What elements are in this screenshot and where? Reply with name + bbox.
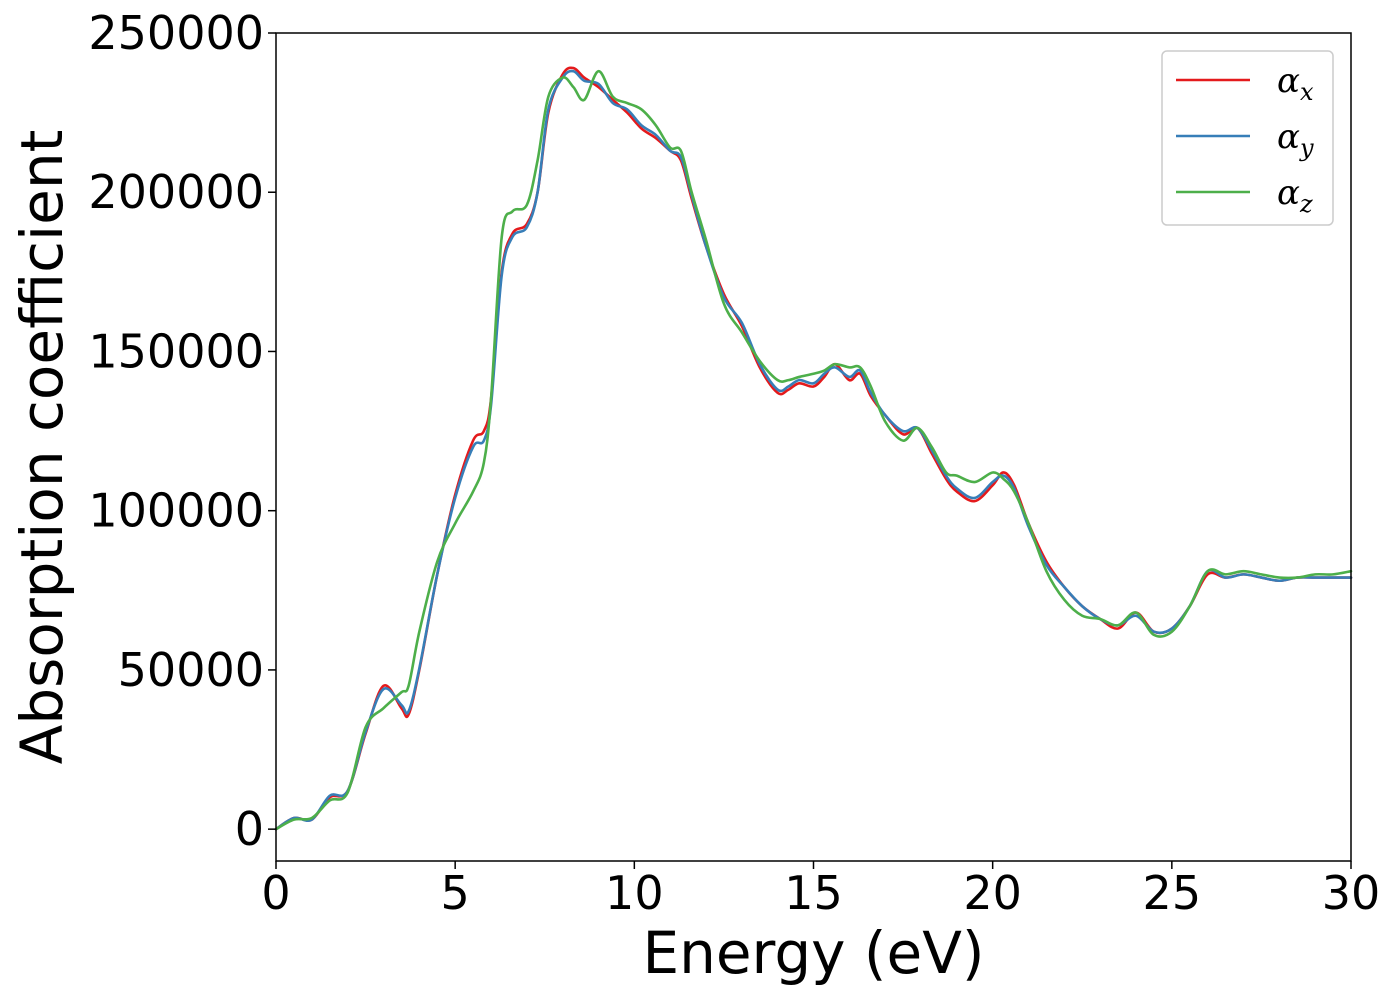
legend-label-y: αy [1277,117,1314,162]
y-axis-title: Absorption coefficient [8,130,76,765]
x-tick-label: 0 [261,866,290,920]
legend-box [1161,50,1334,226]
legend-label-base: α [1277,117,1300,157]
series-line-y [274,69,1353,831]
y-tick-label: 0 [235,802,264,856]
legend-label-base: α [1277,61,1300,101]
legend-label-base: α [1277,173,1300,213]
x-tick-label: 25 [1143,866,1202,920]
y-tick-label: 50000 [118,643,264,697]
series-line-z [274,69,1353,831]
x-axis-title: Energy (eV) [642,919,984,987]
legend-label-subscript: z [1299,190,1313,218]
legend-label-subscript: x [1300,78,1314,106]
legend-label-x: αx [1277,61,1314,106]
x-tick-label: 20 [963,866,1022,920]
x-tick-label: 5 [441,866,470,920]
x-tick-label: 15 [784,866,843,920]
x-tick-label: 10 [605,866,664,920]
legend-label-subscript: y [1299,134,1314,162]
y-tick-label: 250000 [88,6,264,60]
y-axis: 0 50000 100000 150000 200000 250000 [88,6,276,856]
legend-label-z: αz [1277,173,1313,218]
series-lines [274,66,1353,831]
x-axis: 0 5 10 15 20 25 30 [261,861,1380,920]
y-tick-label: 100000 [88,484,264,538]
y-tick-label: 200000 [88,165,264,219]
y-tick-label: 150000 [88,324,264,378]
x-tick-label: 30 [1322,866,1381,920]
